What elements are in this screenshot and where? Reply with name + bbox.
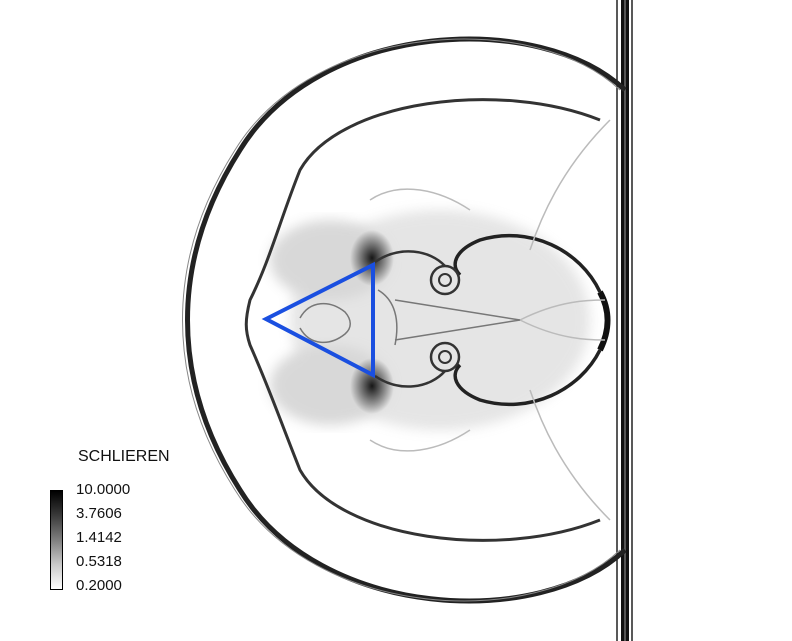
- legend-title: SCHLIEREN: [78, 448, 170, 465]
- vortex-top: [374, 250, 461, 296]
- diffuse-shading: [270, 210, 590, 430]
- dark-corner-bottom: [350, 358, 394, 414]
- vortex-bottom: [374, 341, 461, 388]
- legend-tick-label: 3.7606: [76, 505, 122, 522]
- diffracted-shock: [244, 98, 601, 542]
- incident-shock-band: [616, 0, 633, 641]
- reflected-shock: [182, 36, 627, 604]
- legend-tick-label: 1.4142: [76, 529, 122, 546]
- legend-colorbar: [50, 490, 63, 590]
- legend-tick-label: 10.0000: [76, 481, 131, 498]
- legend-tick-label: 0.5318: [76, 553, 122, 570]
- wake-structure: [299, 289, 521, 346]
- triangular-obstacle: [261, 261, 375, 379]
- weak-waves: [369, 119, 611, 521]
- mach-lobes: [453, 233, 611, 407]
- legend-tick-label: 0.2000: [76, 577, 122, 594]
